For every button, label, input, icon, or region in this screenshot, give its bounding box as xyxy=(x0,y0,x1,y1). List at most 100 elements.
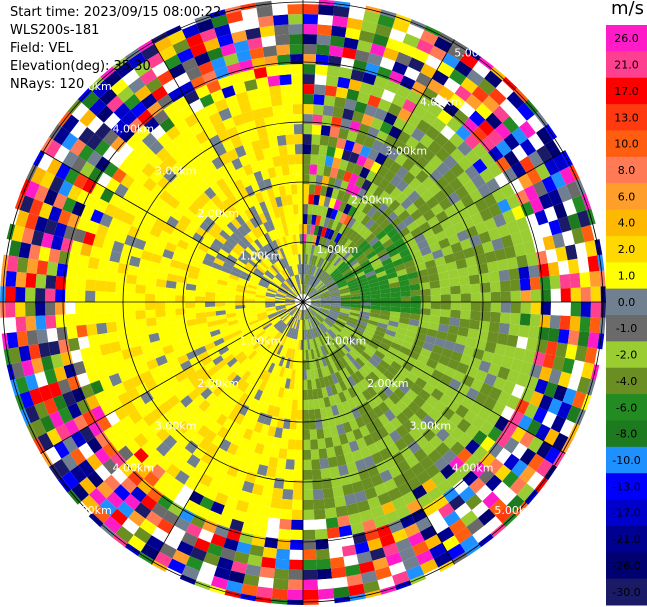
velocity-gate xyxy=(390,306,401,313)
velocity-gate xyxy=(189,121,204,136)
velocity-gate xyxy=(30,166,47,185)
velocity-gate xyxy=(347,386,357,399)
velocity-gate xyxy=(120,110,138,127)
velocity-gate xyxy=(513,501,529,517)
velocity-gate xyxy=(269,197,278,209)
velocity-gate xyxy=(322,260,330,271)
velocity-gate xyxy=(320,302,331,305)
velocity-gate xyxy=(141,426,156,442)
velocity-gate xyxy=(471,173,486,189)
velocity-gate xyxy=(285,299,296,302)
velocity-gate xyxy=(358,30,375,44)
velocity-gate xyxy=(378,413,390,427)
velocity-gate xyxy=(305,349,310,360)
velocity-gate xyxy=(408,177,422,191)
velocity-gate xyxy=(552,355,566,372)
velocity-gate xyxy=(191,184,204,198)
velocity-gate xyxy=(371,139,384,153)
velocity-gate xyxy=(183,249,196,260)
velocity-gate xyxy=(255,302,266,305)
velocity-gate xyxy=(328,266,337,276)
velocity-gate xyxy=(351,347,361,358)
velocity-gate xyxy=(364,374,376,386)
velocity-gate xyxy=(197,274,209,282)
velocity-gate xyxy=(360,302,371,306)
velocity-gate xyxy=(529,277,541,291)
velocity-gate xyxy=(82,178,97,194)
velocity-gate xyxy=(281,283,290,291)
velocity-gate xyxy=(412,484,428,500)
velocity-gate xyxy=(189,98,204,114)
velocity-gate xyxy=(310,144,320,155)
velocity-gate xyxy=(290,54,303,65)
velocity-gate xyxy=(397,482,412,497)
velocity-gate xyxy=(185,289,196,297)
velocity-gate xyxy=(474,253,487,265)
velocity-gate xyxy=(19,195,35,213)
velocity-gate xyxy=(291,288,298,297)
velocity-gate xyxy=(264,337,273,348)
velocity-gate xyxy=(272,263,281,273)
velocity-gate xyxy=(380,302,391,307)
velocity-gate xyxy=(230,135,243,149)
velocity-gate xyxy=(169,478,185,494)
velocity-gate xyxy=(216,283,227,290)
velocity-gate xyxy=(289,559,303,570)
velocity-gate xyxy=(45,288,56,302)
velocity-gate xyxy=(434,256,446,267)
velocity-gate xyxy=(454,85,472,102)
velocity-gate xyxy=(539,276,551,290)
velocity-gate xyxy=(303,124,313,135)
velocity-gate xyxy=(298,224,303,235)
velocity-gate xyxy=(282,205,290,216)
velocity-gate xyxy=(264,157,275,169)
velocity-gate xyxy=(328,395,337,407)
velocity-gate xyxy=(314,184,322,196)
velocity-gate xyxy=(196,18,214,34)
velocity-gate xyxy=(268,253,277,264)
velocity-gate xyxy=(347,205,357,218)
velocity-gate xyxy=(299,359,303,370)
velocity-gate xyxy=(260,402,270,415)
velocity-gate xyxy=(496,333,509,346)
velocity-gate xyxy=(330,298,341,301)
velocity-gate xyxy=(285,304,296,309)
velocity-gate xyxy=(240,175,251,188)
velocity-gate xyxy=(308,288,316,297)
velocity-gate xyxy=(438,502,455,519)
velocity-gate xyxy=(243,573,260,587)
velocity-gate xyxy=(495,431,511,448)
velocity-gate xyxy=(350,219,361,231)
velocity-gate xyxy=(337,515,351,528)
velocity-gate xyxy=(407,149,422,164)
velocity-gate xyxy=(176,354,189,365)
velocity-gate xyxy=(263,382,272,394)
velocity-gate xyxy=(474,391,489,406)
velocity-gate xyxy=(432,518,449,535)
velocity-gate xyxy=(517,414,533,431)
velocity-gate xyxy=(191,377,204,389)
velocity-gate xyxy=(224,94,239,108)
velocity-gate xyxy=(474,198,489,213)
velocity-gate xyxy=(105,311,116,323)
velocity-gate xyxy=(220,330,232,338)
velocity-gate xyxy=(379,283,390,290)
velocity-gate xyxy=(319,308,330,314)
velocity-gate xyxy=(529,313,541,327)
velocity-gate xyxy=(136,229,150,242)
velocity-gate xyxy=(303,469,313,480)
velocity-gate xyxy=(153,197,168,211)
velocity-gate xyxy=(428,169,443,183)
velocity-gate xyxy=(209,585,226,595)
velocity-gate xyxy=(228,570,246,584)
velocity-gate xyxy=(494,172,510,188)
velocity-gate xyxy=(416,38,434,55)
velocity-gate xyxy=(335,258,344,269)
velocity-gate xyxy=(340,299,351,302)
velocity-gate xyxy=(410,226,423,238)
velocity-gate xyxy=(472,243,485,256)
velocity-gate xyxy=(266,288,277,294)
velocity-gate xyxy=(99,401,115,416)
velocity-gate xyxy=(532,180,548,198)
velocity-gate xyxy=(5,317,17,334)
